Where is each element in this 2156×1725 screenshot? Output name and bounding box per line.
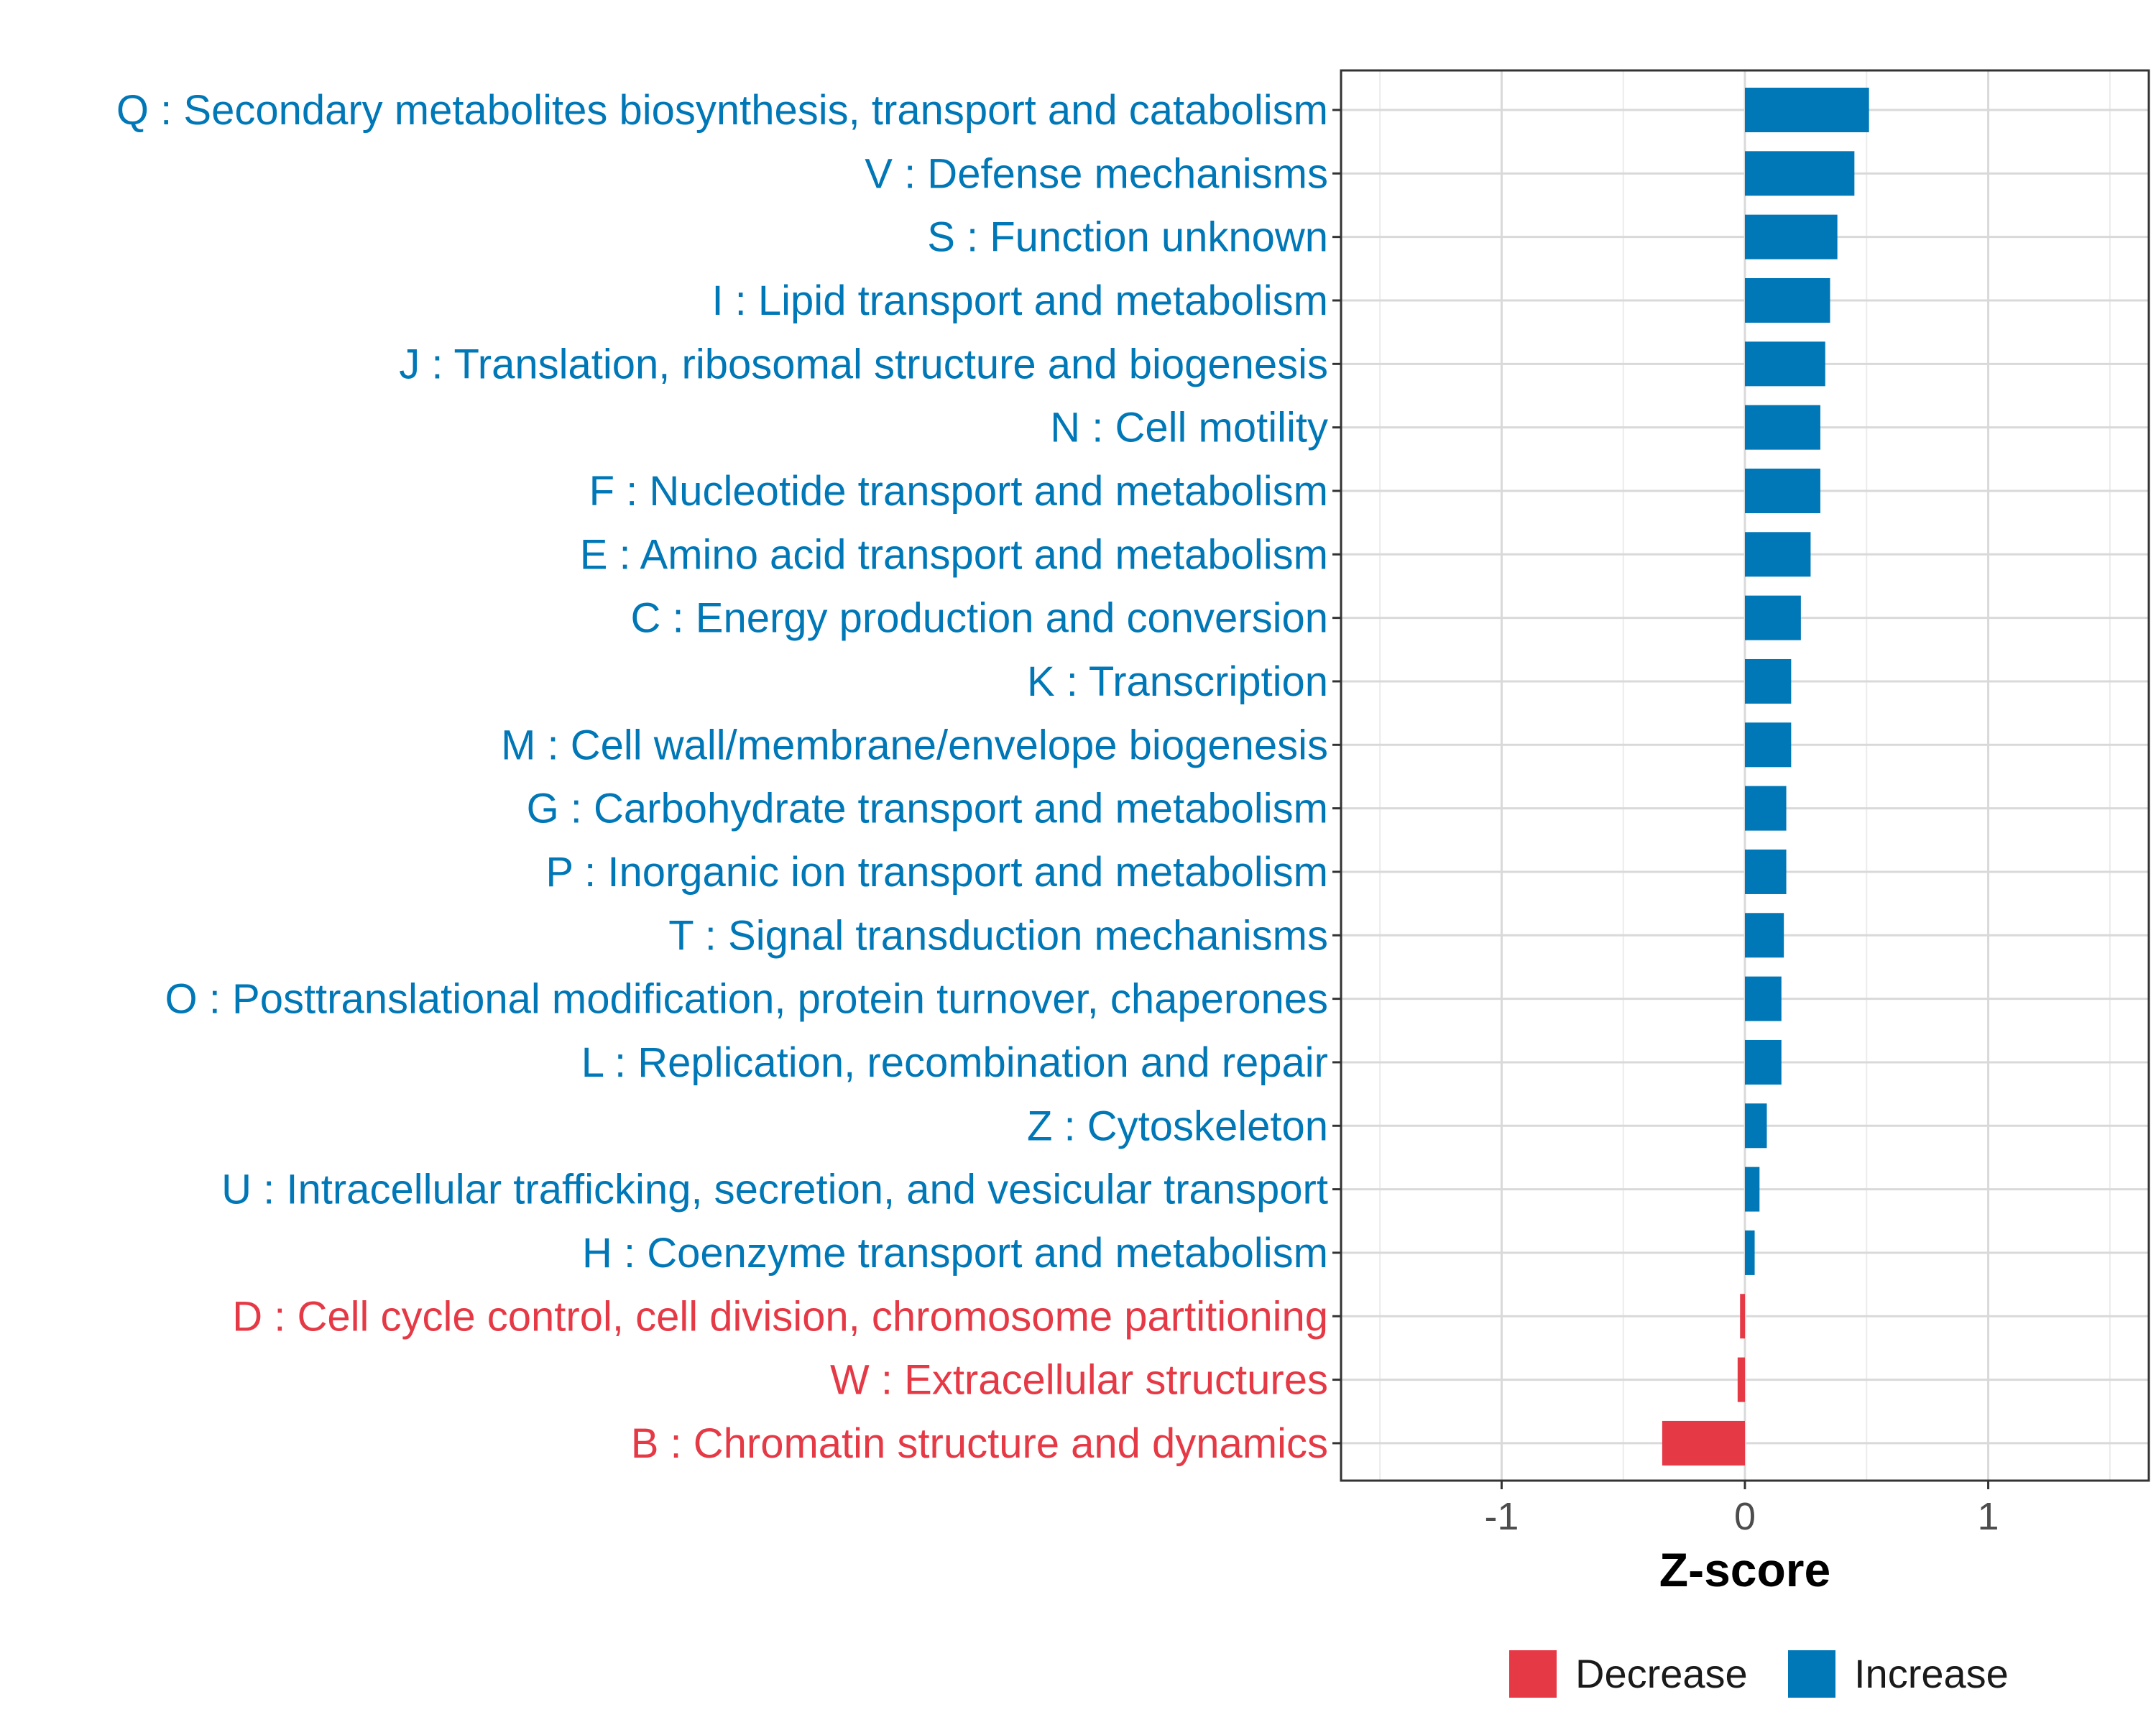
bar (1745, 976, 1782, 1021)
legend: Decrease Increase (1509, 1650, 2009, 1698)
bar (1745, 532, 1811, 577)
y-axis-label: H : Coenzyme transport and metabolism (582, 1230, 1328, 1276)
y-axis-label: K : Transcription (1027, 658, 1328, 705)
bar (1745, 277, 1830, 323)
bar (1745, 151, 1855, 196)
bar (1745, 913, 1784, 958)
bar (1745, 468, 1820, 513)
bar (1745, 658, 1792, 704)
y-axis-label: Z : Cytoskeleton (1027, 1103, 1328, 1149)
y-axis-label: F : Nucleotide transport and metabolism (589, 468, 1328, 515)
y-axis-label: V : Defense mechanisms (865, 150, 1328, 197)
y-axis-label: M : Cell wall/membrane/envelope biogenes… (501, 722, 1328, 768)
bar (1737, 1357, 1745, 1402)
x-axis-title: Z-score (1659, 1543, 1830, 1596)
bar (1745, 1039, 1782, 1085)
y-axis-label: P : Inorganic ion transport and metaboli… (545, 849, 1328, 896)
bar (1745, 1230, 1755, 1275)
bar (1745, 595, 1801, 640)
y-axis-label: G : Carbohydrate transport and metabolis… (527, 786, 1328, 832)
y-axis-label: O : Posttranslational modification, prot… (165, 976, 1328, 1023)
bar (1745, 214, 1838, 259)
legend-swatch (1788, 1650, 1835, 1698)
bar (1662, 1420, 1745, 1466)
y-axis-label: Q : Secondary metabolites biosynthesis, … (116, 87, 1328, 134)
y-axis-labels: Q : Secondary metabolites biosynthesis, … (116, 87, 1328, 1467)
x-ticks: -1 0 1 (1484, 1481, 1999, 1538)
legend-label: Increase (1854, 1651, 2009, 1696)
y-axis-label: L : Replication, recombination and repai… (581, 1039, 1328, 1086)
y-axis-label: T : Signal transduction mechanisms (668, 912, 1328, 959)
x-tick-label: 0 (1734, 1495, 1756, 1538)
y-axis-label: C : Energy production and conversion (631, 595, 1328, 642)
legend-label: Decrease (1575, 1651, 1748, 1696)
y-axis-label: N : Cell motility (1050, 405, 1328, 451)
bar (1745, 341, 1825, 387)
y-axis-label: E : Amino acid transport and metabolism (580, 531, 1328, 578)
y-axis-label: I : Lipid transport and metabolism (711, 277, 1328, 324)
y-axis-label: W : Extracellular structures (830, 1357, 1328, 1404)
y-axis-label: J : Translation, ribosomal structure and… (399, 341, 1328, 387)
bar (1745, 88, 1869, 132)
bar (1745, 1167, 1760, 1212)
x-tick-label: 1 (1978, 1495, 1999, 1538)
bar (1745, 1103, 1767, 1149)
bar (1745, 405, 1820, 450)
y-axis-label: S : Function unknown (927, 214, 1328, 261)
bar (1740, 1294, 1745, 1339)
y-axis-label: D : Cell cycle control, cell division, c… (232, 1293, 1328, 1340)
x-tick-label: -1 (1484, 1495, 1519, 1538)
bars (1662, 88, 1869, 1466)
legend-swatch (1509, 1650, 1557, 1698)
y-axis-label: B : Chromatin structure and dynamics (631, 1420, 1328, 1467)
bar (1745, 786, 1787, 831)
y-ticks (1332, 109, 1341, 1445)
y-axis-label: U : Intracellular trafficking, secretion… (221, 1167, 1328, 1213)
bar (1745, 722, 1792, 768)
bar (1745, 849, 1787, 894)
